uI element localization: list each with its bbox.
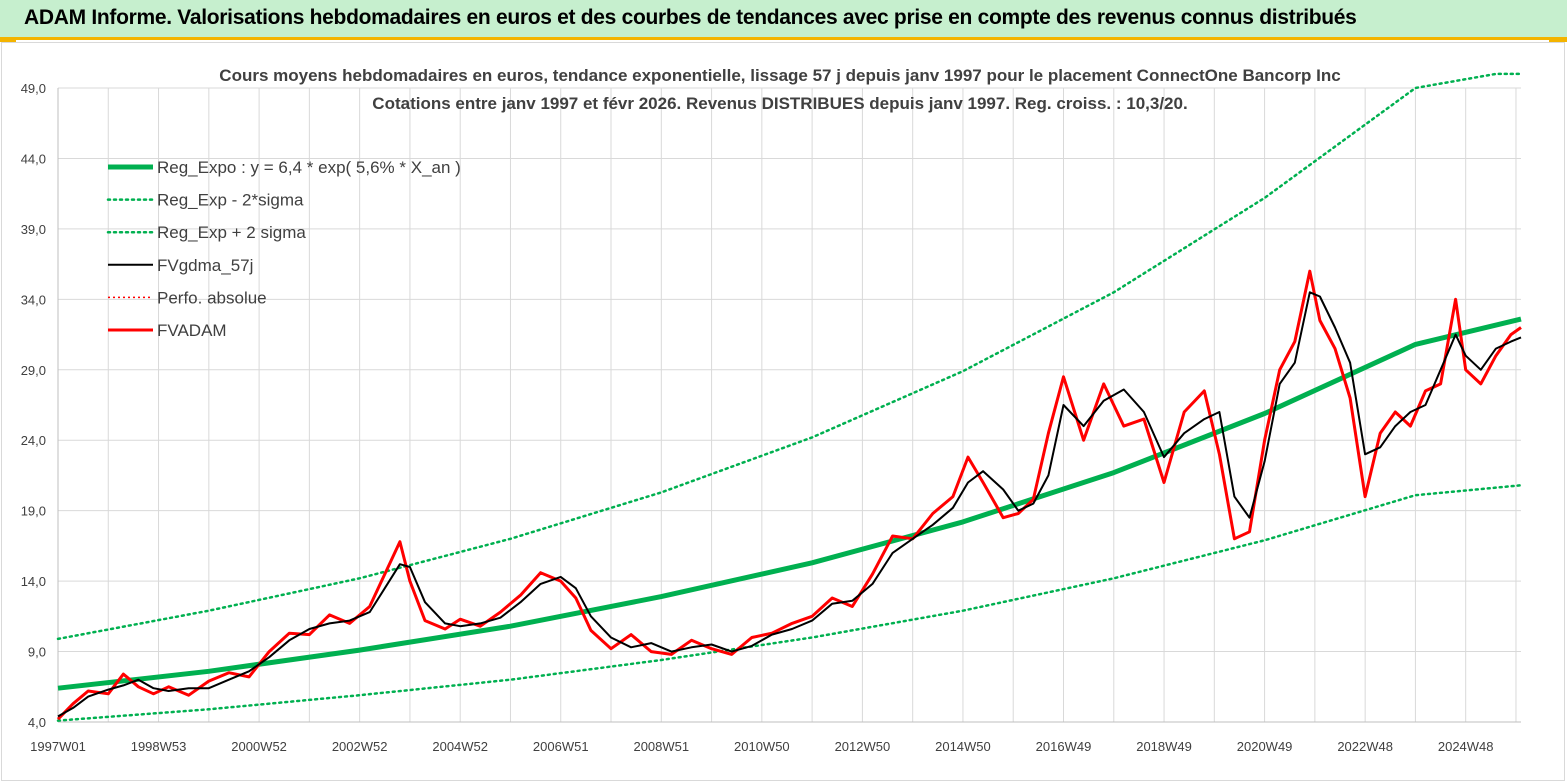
x-tick-label: 2016W49 [1036, 739, 1092, 754]
legend: Reg_Expo : y = 6,4 * exp( 5,6% * X_an ) R… [106, 158, 461, 340]
chart-frame [1, 42, 1565, 781]
header-accent-right [1549, 37, 1567, 42]
x-tick-label: 2008W51 [633, 739, 689, 754]
x-tick-label: 2006W51 [533, 739, 589, 754]
y-tick-label: 14,0 [21, 574, 46, 589]
page-title: ADAM Informe. Valorisations hebdomadaire… [24, 6, 1357, 29]
chart-title-line-1: Cours moyens hebdomadaires en euros, ten… [219, 66, 1340, 85]
series-reg-exp-line [56, 72, 1523, 641]
legend-label: Perfo. absolue [157, 288, 267, 307]
y-tick-label: 9,0 [28, 645, 46, 660]
series-fvgdma-57j-line [57, 291, 1522, 718]
x-tick-label: 2024W48 [1438, 739, 1494, 754]
x-tick-label: 1998W53 [131, 739, 187, 754]
series [56, 72, 1523, 722]
x-tick-label: 2012W50 [835, 739, 891, 754]
y-tick-label: 39,0 [21, 222, 46, 237]
y-tick-label: 44,0 [21, 151, 46, 166]
x-tick-label: 2022W48 [1337, 739, 1393, 754]
series-reg-exp-line [56, 484, 1523, 722]
series-reg-expo-line [57, 316, 1522, 691]
legend-label: Reg_Expo : y = 6,4 * exp( 5,6% * X_an ) [157, 158, 461, 177]
y-tick-label: 19,0 [21, 504, 46, 519]
y-tick-label: 34,0 [21, 292, 46, 307]
y-tick-label: 24,0 [21, 433, 46, 448]
x-tick-label: 1997W01 [30, 739, 86, 754]
chart-title-line-2: Cotations entre janv 1997 et févr 2026. … [372, 94, 1187, 113]
header-bar: ADAM Informe. Valorisations hebdomadaire… [0, 0, 1567, 40]
legend-label: FVgdma_57j [157, 256, 253, 275]
legend-label: FVADAM [157, 321, 227, 340]
series-fvadam-line [56, 269, 1522, 721]
x-tick-label: 2004W52 [432, 739, 488, 754]
x-tick-label: 2002W52 [332, 739, 388, 754]
x-tick-label: 2020W49 [1237, 739, 1293, 754]
header-accent-left [0, 37, 16, 42]
x-tick-label: 2014W50 [935, 739, 991, 754]
x-tick-label: 2000W52 [231, 739, 287, 754]
legend-label: Reg_Exp + 2 sigma [157, 223, 306, 242]
grid [57, 87, 1521, 723]
y-tick-label: 29,0 [21, 363, 46, 378]
x-tick-label: 2018W49 [1136, 739, 1192, 754]
y-tick-label: 49,0 [21, 81, 46, 96]
legend-label: Reg_Exp - 2*sigma [157, 191, 304, 210]
y-tick-label: 4,0 [28, 715, 46, 730]
x-tick-label: 2010W50 [734, 739, 790, 754]
axes: 4,0 9,0 14,0 19,0 24,0 29,0 34,0 39,0 44,0 49,0 19… [21, 81, 1521, 754]
